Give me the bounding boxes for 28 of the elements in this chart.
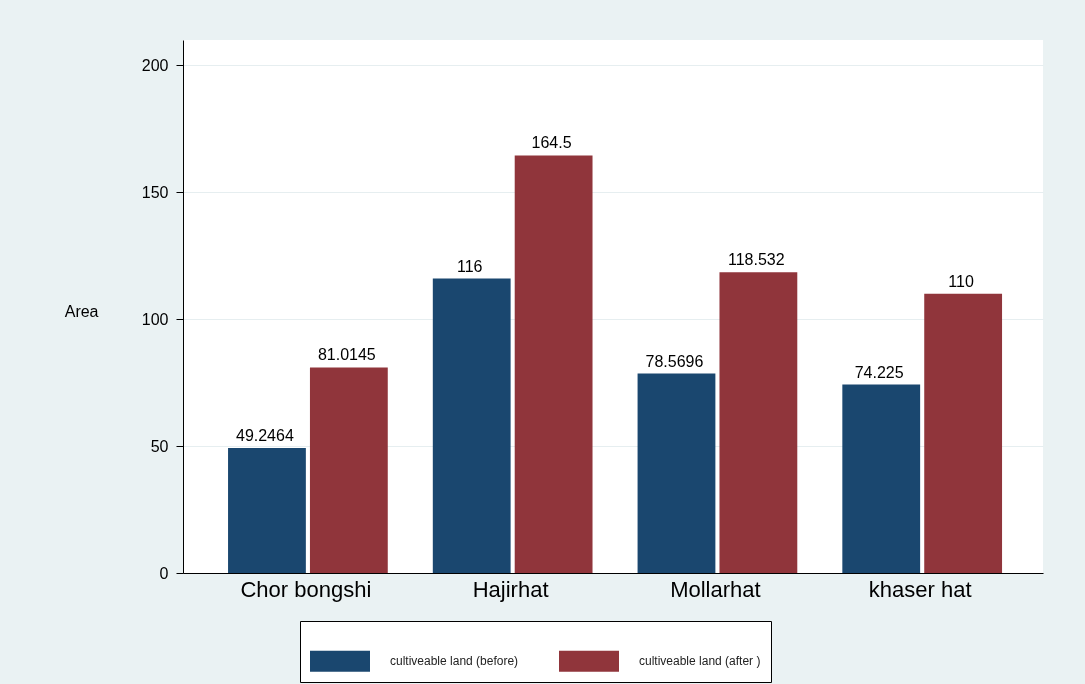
y-tick-label: 50	[150, 437, 169, 455]
bar	[432, 278, 511, 573]
data-label: 74.225	[854, 363, 904, 381]
y-tick-label: 100	[141, 310, 169, 328]
bar	[842, 384, 921, 573]
bar	[637, 373, 716, 573]
data-label: 118.532	[728, 251, 785, 269]
data-label: 116	[456, 257, 483, 275]
legend-label: cultiveable land (after )	[639, 654, 761, 669]
bar	[514, 155, 593, 573]
y-tick-label: 0	[159, 564, 169, 582]
data-label: 49.2464	[235, 427, 294, 445]
x-tick-label: Mollarhat	[670, 576, 761, 602]
data-label: 164.5	[531, 134, 572, 152]
data-label: 110	[948, 272, 974, 290]
bar	[924, 293, 1003, 573]
y-axis-title: Area	[64, 303, 99, 321]
bar	[719, 272, 798, 573]
x-tick-label: Hajirhat	[472, 576, 549, 602]
y-tick-label: 200	[141, 56, 169, 74]
bar	[309, 367, 388, 573]
data-label: 78.5696	[645, 352, 704, 370]
bar	[228, 448, 306, 573]
legend-label: cultiveable land (before)	[390, 654, 519, 669]
data-label: 81.0145	[317, 346, 376, 364]
x-tick-label: Chor bongshi	[240, 576, 372, 602]
y-tick-label: 150	[141, 183, 169, 201]
x-tick-label: khaser hat	[868, 576, 972, 602]
